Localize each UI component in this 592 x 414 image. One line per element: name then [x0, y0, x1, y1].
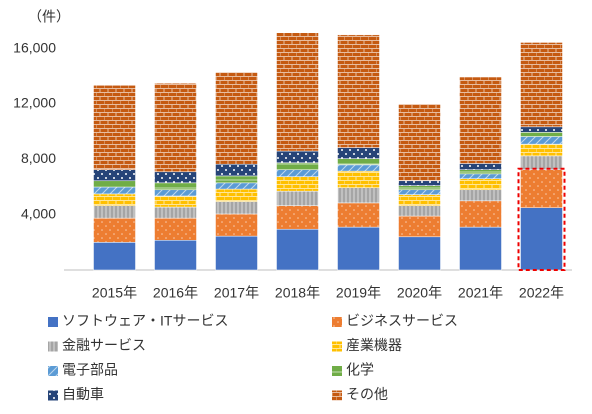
bar-segment [398, 103, 441, 182]
legend-label: 金融サービス [62, 337, 146, 353]
legend-label: 化学 [346, 362, 374, 378]
bar-segment [520, 136, 563, 145]
x-tick-label: 2016年 [153, 285, 198, 301]
bar-segment [93, 242, 136, 271]
bar-segment [337, 226, 380, 271]
bar-segment [398, 236, 441, 271]
bar-segment [93, 169, 136, 182]
bar-segment [154, 240, 197, 271]
x-tick-label: 2022年 [519, 285, 564, 301]
legend-swatch [48, 341, 58, 352]
bar-segment [276, 176, 319, 192]
x-tick-label: 2018年 [275, 285, 320, 301]
x-tick-label: 2017年 [214, 285, 259, 301]
bar-segment [459, 76, 502, 164]
bar-segment [215, 188, 258, 202]
bar-segment [93, 180, 136, 188]
bar-segment [215, 71, 258, 165]
bar-segment [276, 32, 319, 152]
bar-segment [459, 226, 502, 271]
bar-segment [459, 169, 502, 175]
legend-label: ソフトウェア・ITサービス [62, 313, 228, 329]
bar-segment [215, 182, 258, 190]
bar-segment [93, 193, 136, 206]
legend-label: 自動車 [62, 386, 104, 402]
bar-segment [459, 173, 502, 179]
bar-segment [398, 185, 441, 191]
y-tick-label: 16,000 [13, 39, 56, 55]
legend-swatch [332, 341, 342, 352]
legend-swatch [48, 390, 58, 401]
bar-segment [459, 163, 502, 170]
x-tick-label: 2020年 [397, 285, 442, 301]
bar-segment [93, 186, 136, 195]
legend-label: 電子部品 [62, 362, 118, 378]
y-tick-label: 12,000 [13, 95, 56, 111]
y-tick-label: 8,000 [21, 150, 56, 166]
bar-segment [276, 150, 319, 164]
bar-segment [520, 132, 563, 137]
bar-segment [276, 162, 319, 170]
legend-swatch [332, 366, 342, 376]
bar-segment [520, 155, 563, 170]
bar-segment [520, 126, 563, 133]
bar-segment [276, 228, 319, 271]
y-axis-label: （件） [28, 9, 70, 25]
bar-segment [520, 42, 563, 128]
bar-segment [215, 235, 258, 271]
bar-segment [337, 164, 380, 172]
bar-segment [337, 202, 380, 228]
bar-segment [398, 194, 441, 206]
bar-segment [215, 201, 258, 215]
bar-segment [398, 189, 441, 195]
legend-swatch [332, 390, 342, 401]
bar-segment [337, 34, 380, 148]
bar-segment [520, 207, 563, 271]
legend-swatch [48, 317, 58, 327]
bar-segment [276, 190, 319, 206]
x-tick-label: 2019年 [336, 285, 381, 301]
bar-segment [93, 217, 136, 243]
y-tick-label: 4,000 [21, 205, 56, 221]
legend-label: その他 [346, 386, 388, 402]
highlight-box [517, 167, 566, 271]
bar-segment [154, 195, 197, 208]
bar-segment [459, 189, 502, 202]
bar-segment [93, 205, 136, 219]
bar-segment [154, 206, 197, 219]
bar-segment [398, 215, 441, 238]
bar-segment [154, 171, 197, 184]
bar-segment [398, 180, 441, 186]
legend-swatch [48, 366, 58, 376]
bar-segment [337, 147, 380, 159]
bar-segment [154, 182, 197, 191]
bar-segment [520, 169, 563, 208]
bar-segment [459, 200, 502, 228]
bar-segment [154, 217, 197, 241]
bar-segment [154, 83, 197, 173]
bar-segment [459, 178, 502, 191]
bar-segment [337, 158, 380, 166]
bar-segment [276, 169, 319, 177]
bar-segment [215, 175, 258, 184]
legend-swatch [332, 317, 342, 327]
bar-segment [337, 170, 380, 188]
bar-segment [337, 187, 380, 204]
bar-segment [154, 189, 197, 197]
bar-segment [215, 213, 258, 237]
bar-segment [520, 143, 563, 157]
legend-label: 産業機器 [346, 337, 402, 353]
bar-segment [93, 85, 136, 170]
bar-segment [276, 205, 319, 230]
legend-label: ビジネスサービス [346, 313, 458, 329]
x-tick-label: 2015年 [92, 285, 137, 301]
bar-segment [398, 205, 441, 217]
x-tick-label: 2021年 [458, 285, 503, 301]
bar-segment [215, 163, 258, 177]
